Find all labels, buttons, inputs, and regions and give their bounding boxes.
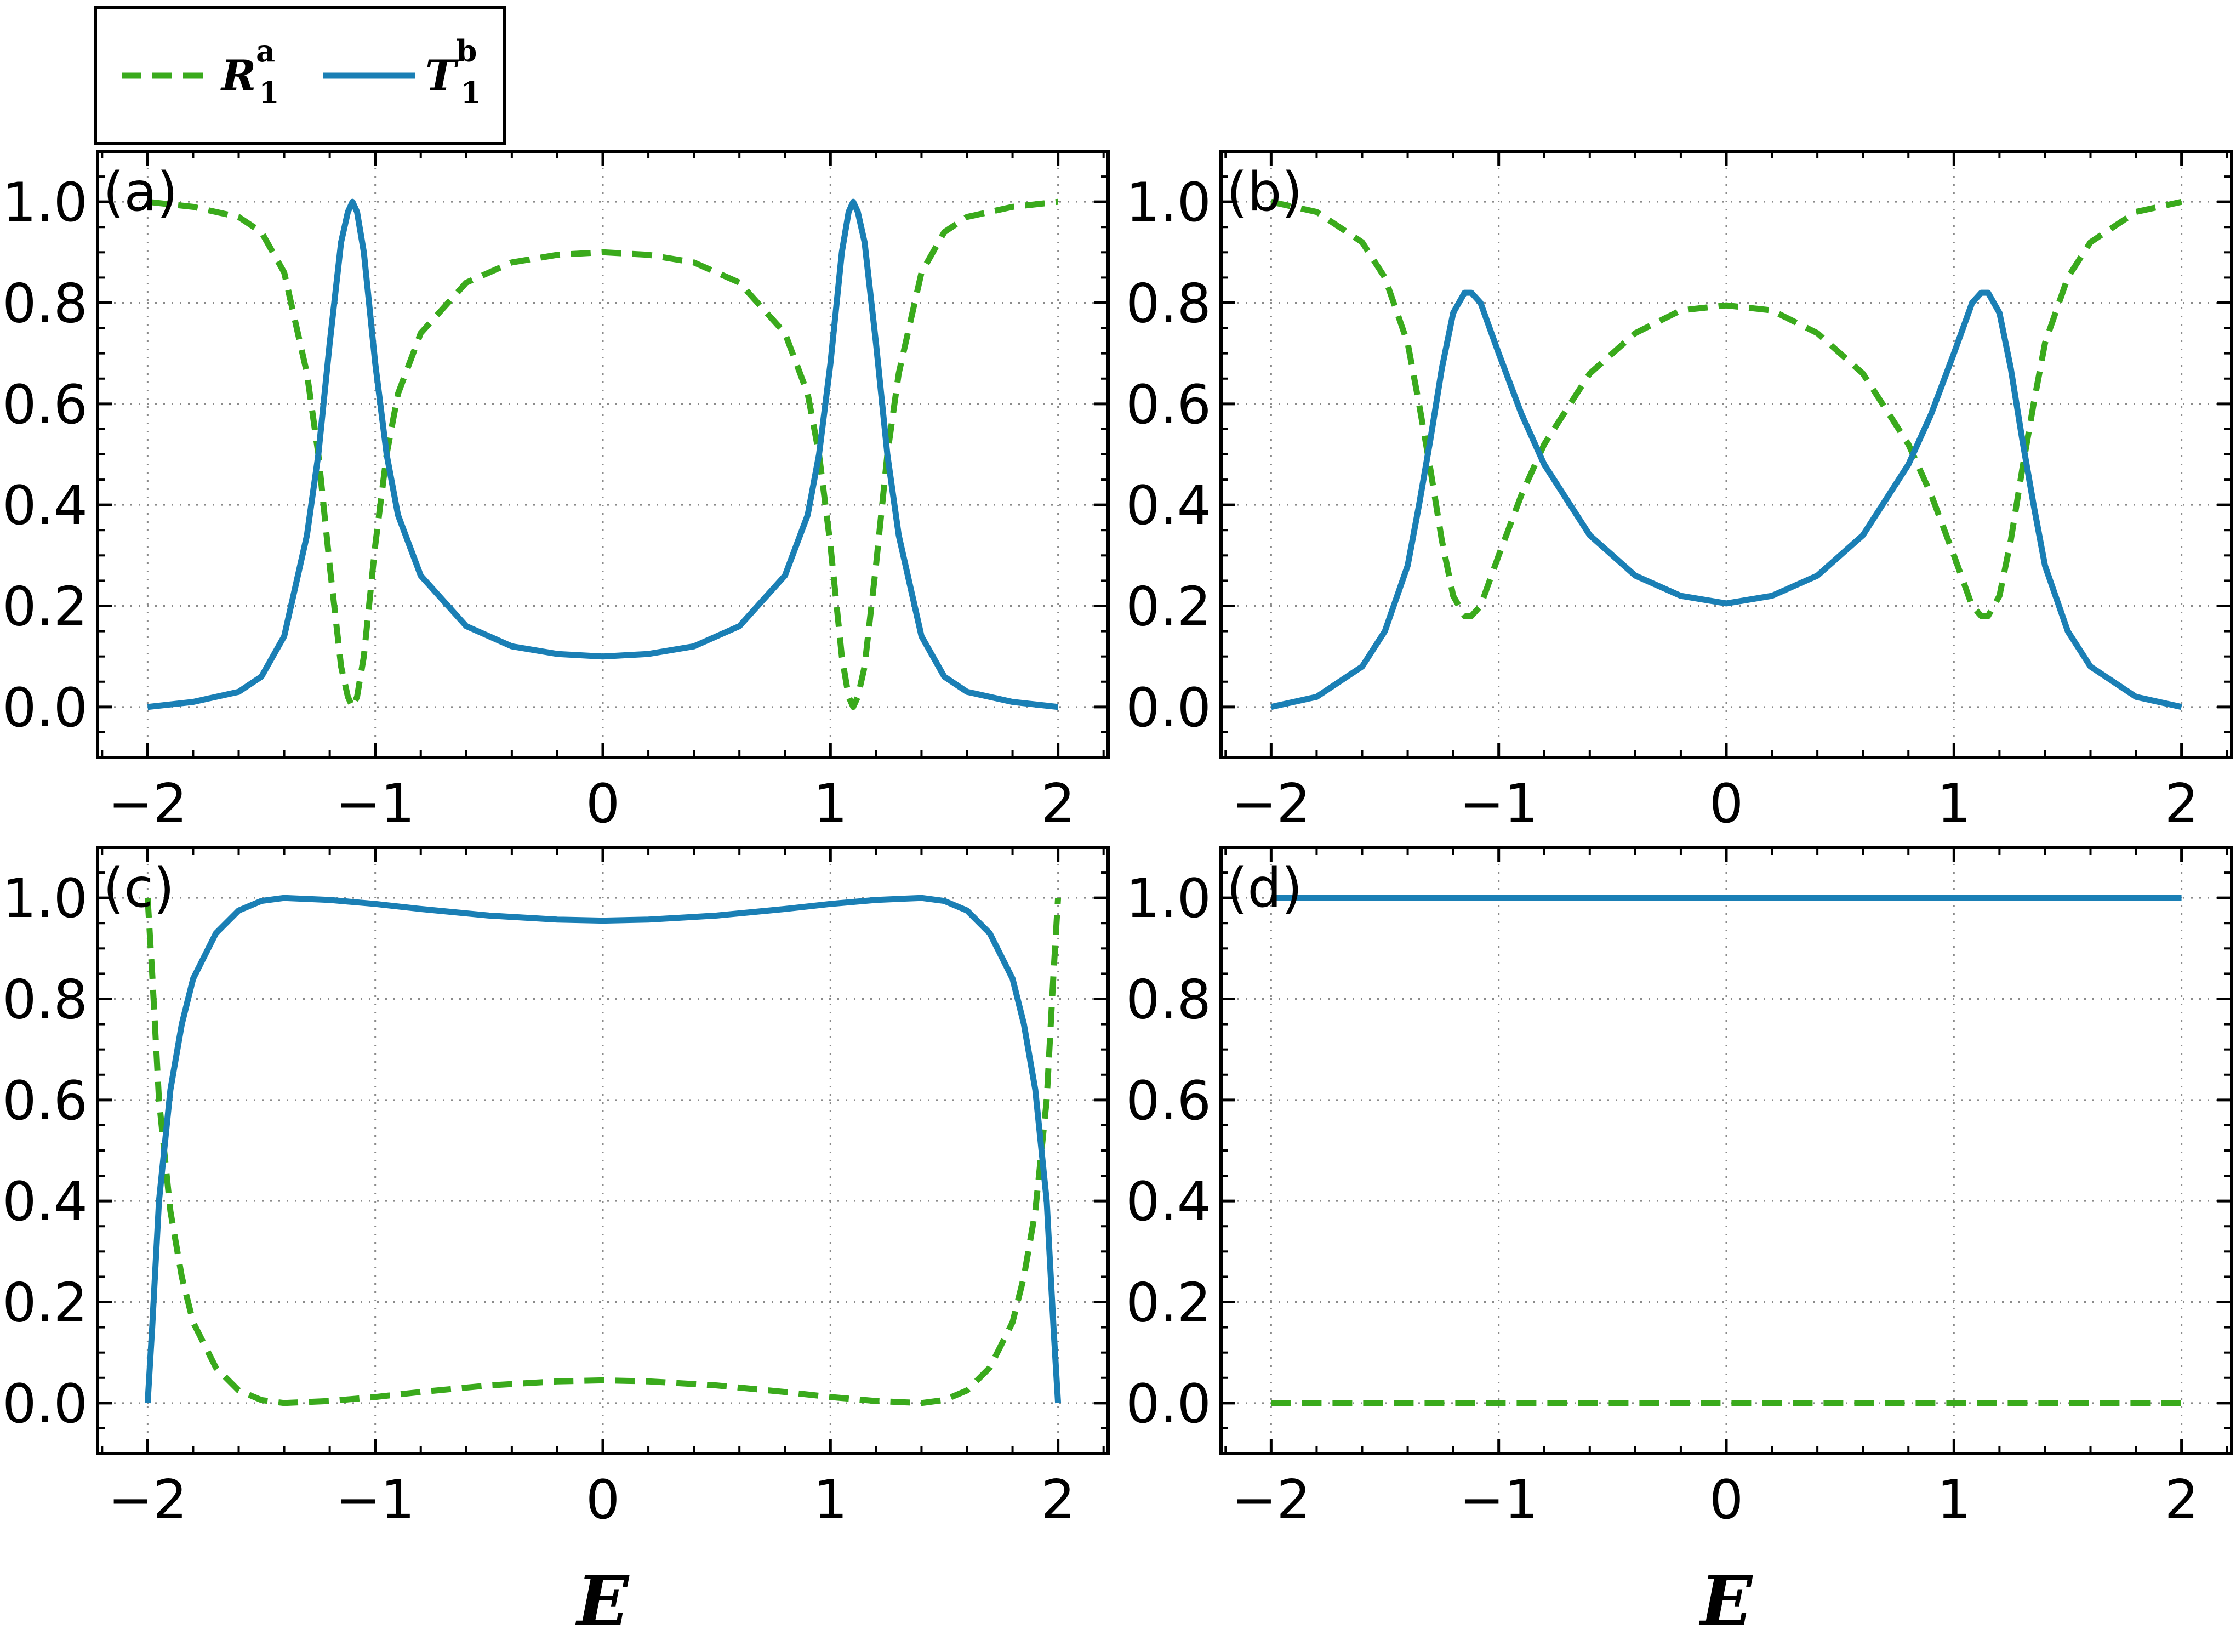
panel-c-label: (c) [103, 857, 174, 920]
panel-a-xtick-label-4: 2 [1041, 773, 1075, 835]
panel-c-xlabel: E [575, 1562, 630, 1641]
legend-r1a-superscript: a [256, 33, 275, 69]
panel-d-ytick-label-2: 0.4 [1126, 1171, 1211, 1233]
legend-label-t1b: Tb 1 [425, 33, 481, 110]
panel-d-xlabel: E [1699, 1562, 1753, 1641]
panel-b-ytick-label-2: 0.4 [1126, 475, 1211, 537]
legend-t1b-subscript: 1 [460, 75, 481, 110]
panel-a-ytick-label-0: 0.0 [2, 677, 88, 739]
legend-t1b-symbol: T [425, 51, 459, 100]
panel-d-ytick-label-5: 1.0 [1126, 868, 1211, 930]
panel-b-xtick-label-3: 1 [1937, 773, 1971, 835]
panel-c-xtick-label-2: 0 [586, 1469, 620, 1531]
panel-b-label: (b) [1227, 161, 1303, 224]
panel-d-xtick-label-0: −2 [1231, 1469, 1310, 1531]
panel-c-ytick-label-0: 0.0 [2, 1373, 88, 1435]
panel-d-xtick-label-2: 0 [1709, 1469, 1743, 1531]
panel-c-xtick-label-0: −2 [108, 1469, 187, 1531]
panel-d-ytick-label-1: 0.2 [1126, 1272, 1211, 1335]
panel-b-series-t1b [1270, 289, 2182, 710]
panel-a-xtick-label-3: 1 [813, 773, 847, 835]
panel-d-label: (d) [1227, 857, 1303, 920]
panel-a-ytick-label-4: 0.8 [2, 273, 88, 335]
legend-r1a-symbol: R [220, 51, 256, 100]
panel-d-ytick-label-0: 0.0 [1126, 1373, 1211, 1435]
legend-label-r1a: Ra 1 [220, 33, 280, 110]
panel-c-ytick-label-3: 0.6 [2, 1070, 88, 1132]
panel-d: −2 −1 0 1 2 0.0 0.2 0.4 0.6 0.8 1.0 (d) E [1126, 846, 2233, 1641]
panel-a-ytick-label-5: 1.0 [2, 172, 88, 234]
panel-b-xtick-label-1: −1 [1459, 773, 1538, 835]
panel-a-series-r1a [147, 198, 1059, 710]
panel-a-series-t1b [147, 198, 1059, 710]
panel-c-ytick-label-2: 0.4 [2, 1171, 88, 1233]
legend-t1b-superscript: b [457, 33, 477, 69]
panel-a-xtick-label-0: −2 [108, 773, 187, 835]
panel-c-series-t1b [144, 895, 1062, 1404]
panel-a-xtick-label-1: −1 [335, 773, 414, 835]
panel-c-series-r1a [144, 897, 1062, 1406]
legend: Ra 1 Tb 1 [94, 6, 506, 145]
panel-a-xtick-label-2: 0 [586, 773, 620, 835]
panel-d-xtick-label-3: 1 [1937, 1469, 1971, 1531]
panel-b-ytick-label-5: 1.0 [1126, 172, 1211, 234]
panel-b-ytick-label-1: 0.2 [1126, 576, 1211, 639]
panel-b-ytick-label-0: 0.0 [1126, 677, 1211, 739]
panel-c-xtick-label-4: 2 [1041, 1469, 1075, 1531]
panel-c-xtick-label-3: 1 [813, 1469, 847, 1531]
panel-c-ytick-label-5: 1.0 [2, 868, 88, 930]
panel-d-ytick-label-4: 0.8 [1126, 969, 1211, 1032]
panel-b-series-r1a [1270, 198, 2182, 619]
panel-c: −2 −1 0 1 2 0.0 0.2 0.4 0.6 0.8 1.0 (c) E [2, 846, 1110, 1641]
panel-b-ytick-label-3: 0.6 [1126, 374, 1211, 436]
panel-d-xtick-label-4: 2 [2164, 1469, 2198, 1531]
panel-b: −2 −1 0 1 2 0.0 0.2 0.4 0.6 0.8 1.0 (b) [1126, 150, 2233, 835]
panel-a: −2 −1 0 1 2 0.0 0.2 0.4 0.6 0.8 1.0 (a) [2, 150, 1110, 835]
panel-b-ytick-label-4: 0.8 [1126, 273, 1211, 335]
panel-b-xtick-label-2: 0 [1709, 773, 1743, 835]
panel-a-ytick-label-3: 0.6 [2, 374, 88, 436]
panel-a-ytick-label-2: 0.4 [2, 475, 88, 537]
panel-b-xtick-label-0: −2 [1231, 773, 1310, 835]
panel-a-ytick-label-1: 0.2 [2, 576, 88, 639]
panel-c-ytick-label-4: 0.8 [2, 969, 88, 1032]
panel-c-xtick-label-1: −1 [335, 1469, 414, 1531]
panel-d-ytick-label-3: 0.6 [1126, 1070, 1211, 1132]
legend-r1a-subscript: 1 [259, 75, 280, 110]
panel-b-xtick-label-4: 2 [2164, 773, 2198, 835]
panel-c-ytick-label-1: 0.2 [2, 1272, 88, 1335]
panel-a-label: (a) [103, 161, 178, 224]
panel-d-xtick-label-1: −1 [1459, 1469, 1538, 1531]
